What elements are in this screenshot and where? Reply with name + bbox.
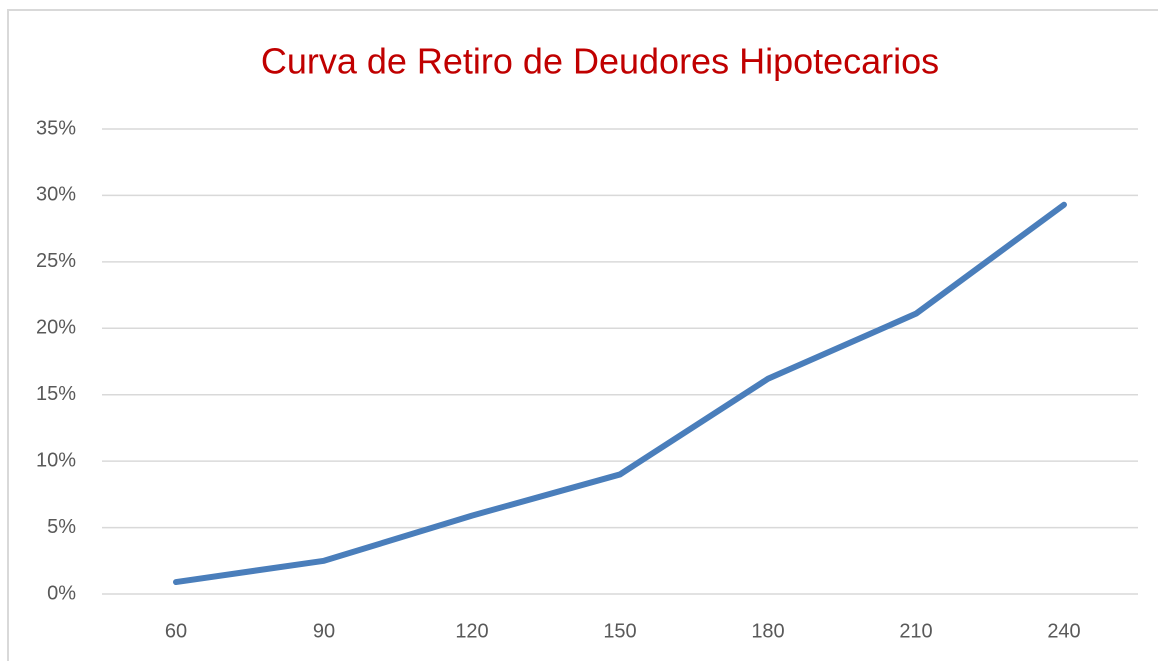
x-tick-label: 120 (455, 620, 488, 642)
y-tick-label: 20% (36, 317, 76, 339)
x-tick-label: 90 (313, 620, 335, 642)
x-tick-label: 240 (1047, 620, 1080, 642)
chart-frame (7, 9, 1158, 661)
y-tick-label: 25% (36, 250, 76, 272)
y-tick-label: 30% (36, 184, 76, 206)
chart-title: Curva de Retiro de Deudores Hipotecarios (261, 41, 939, 82)
data-line (173, 201, 1067, 586)
y-tick-label: 15% (36, 383, 76, 405)
y-tick-label: 35% (36, 117, 76, 139)
x-tick-label: 150 (603, 620, 636, 642)
y-tick-label: 5% (47, 516, 76, 538)
x-tick-label: 60 (165, 620, 187, 642)
x-tick-label: 210 (899, 620, 932, 642)
x-tick-label: 180 (751, 620, 784, 642)
y-tick-label: 0% (47, 582, 76, 604)
y-tick-label: 10% (36, 449, 76, 471)
